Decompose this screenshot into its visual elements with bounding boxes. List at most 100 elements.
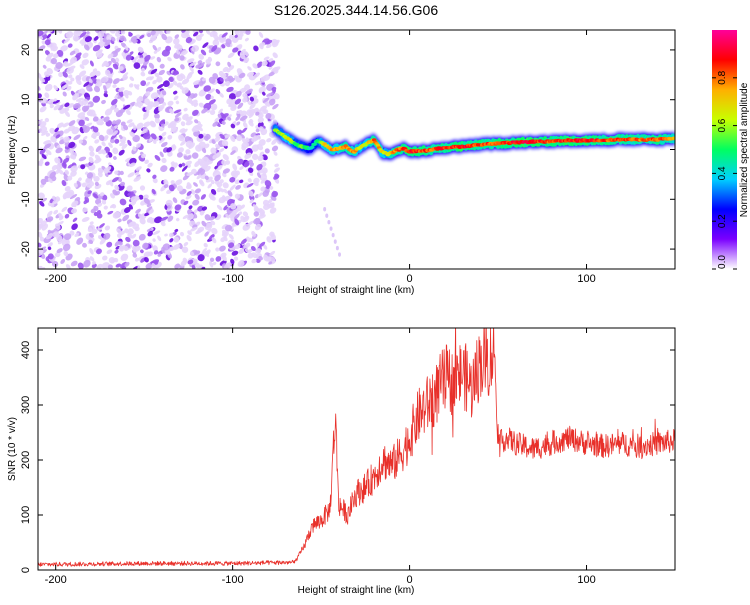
noise-blob — [172, 80, 178, 86]
noise-blob — [183, 107, 188, 112]
noise-blob — [178, 134, 185, 142]
noise-blob — [64, 169, 70, 175]
noise-blob — [241, 127, 248, 134]
noise-blob — [222, 182, 229, 189]
noise-blob — [58, 72, 64, 78]
noise-blob — [71, 200, 79, 208]
noise-blob — [49, 127, 56, 134]
noise-blob — [121, 125, 126, 132]
noise-blob — [38, 192, 45, 199]
noise-blob — [114, 249, 119, 254]
noise-blob — [40, 97, 47, 104]
noise-blob — [176, 49, 181, 55]
noise-blob — [122, 214, 130, 222]
noise-blob — [227, 52, 235, 59]
noise-blob — [93, 113, 97, 118]
noise-blob — [180, 64, 185, 70]
noise-blob — [81, 98, 89, 106]
noise-blob — [145, 86, 154, 93]
noise-blob — [132, 253, 138, 258]
noise-blob — [162, 80, 170, 88]
noise-blob — [167, 100, 174, 106]
noise-blob — [110, 193, 115, 199]
noise-blob — [38, 265, 43, 269]
noise-blob — [167, 151, 173, 157]
noise-blob — [138, 233, 146, 241]
noise-blob — [161, 90, 167, 96]
noise-blob — [147, 32, 152, 38]
noise-blob — [209, 109, 216, 115]
noise-blob — [64, 107, 70, 112]
noise-blob — [263, 254, 269, 262]
noise-blob — [174, 112, 182, 118]
noise-blob — [219, 77, 224, 82]
noise-blob — [165, 199, 173, 207]
noise-blob — [169, 120, 177, 128]
noise-blob — [115, 57, 120, 62]
noise-blob — [142, 242, 149, 249]
noise-blob — [47, 216, 54, 222]
noise-blob — [110, 36, 116, 42]
noise-blob — [67, 175, 73, 181]
noise-blob — [93, 211, 99, 217]
x-tick-label: -100 — [222, 273, 244, 285]
noise-blob — [192, 199, 200, 206]
noise-blob — [112, 177, 119, 183]
noise-blob — [255, 128, 260, 133]
noise-blob — [268, 202, 275, 209]
noise-blob — [108, 142, 113, 148]
noise-blob — [133, 55, 140, 61]
noise-blob — [192, 109, 199, 117]
noise-blob — [44, 175, 49, 180]
noise-blob — [107, 73, 113, 79]
noise-blob — [255, 111, 260, 116]
noise-blob — [143, 110, 150, 117]
noise-blob — [38, 45, 46, 51]
noise-blob — [49, 104, 54, 109]
noise-blob — [103, 232, 111, 240]
noise-blob — [89, 151, 95, 157]
noise-blob — [114, 184, 120, 191]
noise-blob — [54, 101, 61, 106]
noise-blob — [162, 243, 171, 251]
noise-blob — [212, 106, 217, 110]
noise-blob — [247, 167, 254, 173]
noise-blob — [255, 248, 262, 254]
noise-blob — [127, 139, 132, 146]
noise-blob — [197, 125, 203, 132]
noise-blob — [104, 90, 108, 94]
noise-blob — [102, 255, 108, 261]
noise-blob — [140, 71, 146, 77]
noise-blob — [118, 90, 124, 97]
noise-blob — [143, 133, 151, 140]
noise-blob — [172, 70, 179, 76]
noise-blob — [232, 47, 239, 53]
colorbar: 0.0 0.2 0.4 0.6 0.8 Normalized spectral ampl… — [712, 30, 750, 270]
noise-blob — [212, 39, 220, 47]
noise-blob — [38, 218, 43, 224]
noise-blob — [167, 134, 173, 140]
noise-blob — [247, 178, 252, 183]
noise-blob — [193, 182, 198, 187]
noise-blob — [247, 66, 252, 71]
noise-blob — [52, 198, 60, 205]
colorbar-label: Normalized spectral amplitude — [739, 82, 750, 217]
noise-blob — [261, 60, 268, 67]
noise-blob — [148, 62, 155, 69]
noise-blob — [63, 174, 69, 182]
noise-blob — [227, 61, 232, 68]
noise-blob — [253, 72, 260, 79]
noise-blob — [110, 258, 116, 264]
noise-blob — [242, 97, 248, 103]
noise-blob — [44, 83, 53, 92]
noise-blob — [234, 34, 238, 38]
noise-blob — [132, 134, 140, 143]
noise-blob — [186, 234, 192, 242]
noise-blob — [269, 231, 275, 238]
noise-blob — [118, 66, 124, 72]
noise-blob — [210, 95, 214, 100]
noise-blob — [57, 104, 64, 111]
noise-blob — [150, 30, 157, 36]
noise-blob — [272, 103, 279, 110]
